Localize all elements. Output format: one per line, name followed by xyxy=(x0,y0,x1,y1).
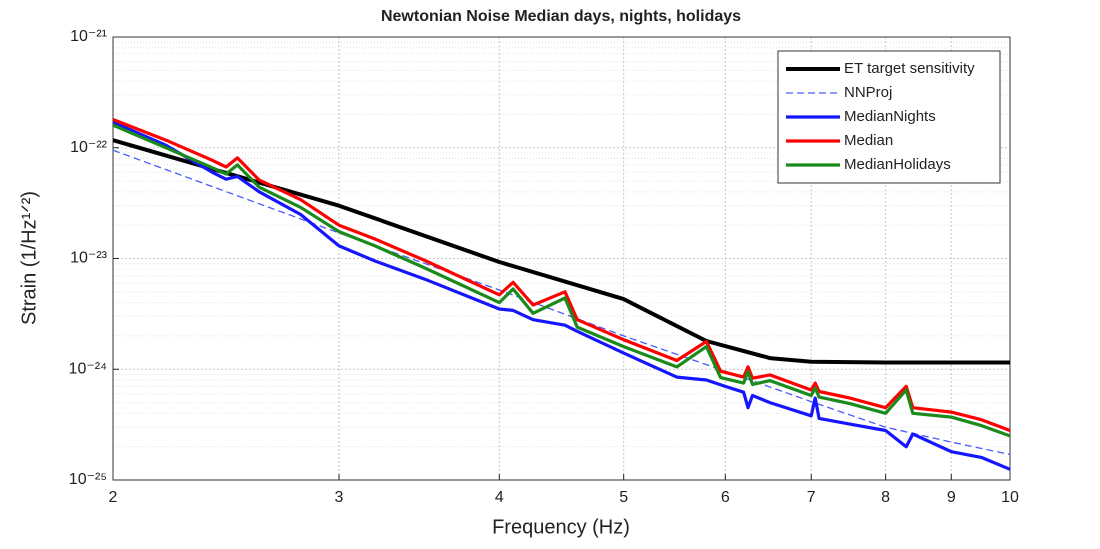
y-tick-label: 10⁻²¹ xyxy=(70,28,107,45)
x-tick-label: 7 xyxy=(807,489,816,506)
x-tick-label: 10 xyxy=(1001,489,1019,506)
x-tick-label: 9 xyxy=(947,489,956,506)
x-tick-label: 2 xyxy=(109,489,118,506)
legend-label: Median xyxy=(844,132,893,149)
y-tick-label: 10⁻²² xyxy=(70,139,108,156)
series-line xyxy=(113,123,1010,438)
legend-label: MedianNights xyxy=(844,108,936,125)
x-tick-label: 3 xyxy=(335,489,344,506)
series-line xyxy=(113,120,1010,471)
x-axis-label: Frequency (Hz) xyxy=(492,516,630,538)
series-line xyxy=(113,118,1010,432)
x-tick-label: 8 xyxy=(881,489,890,506)
y-axis-label: Strain (1/Hz¹ᐟ²) xyxy=(18,191,40,325)
y-tick-label: 10⁻²³ xyxy=(70,250,108,267)
plot-frame xyxy=(112,36,1011,481)
x-tick-label: 4 xyxy=(495,489,504,506)
x-tick-label: 6 xyxy=(721,489,730,506)
y-tick-label: 10⁻²⁴ xyxy=(69,360,108,377)
series-line xyxy=(113,138,1010,365)
legend-label: MedianHolidays xyxy=(844,156,951,173)
y-tick-label: 10⁻²⁵ xyxy=(69,471,107,488)
x-tick-label: 5 xyxy=(619,489,628,506)
chart-title: Newtonian Noise Median days, nights, hol… xyxy=(381,8,741,25)
legend-label: NNProj xyxy=(844,84,892,101)
legend-label: ET target sensitivity xyxy=(844,60,975,77)
